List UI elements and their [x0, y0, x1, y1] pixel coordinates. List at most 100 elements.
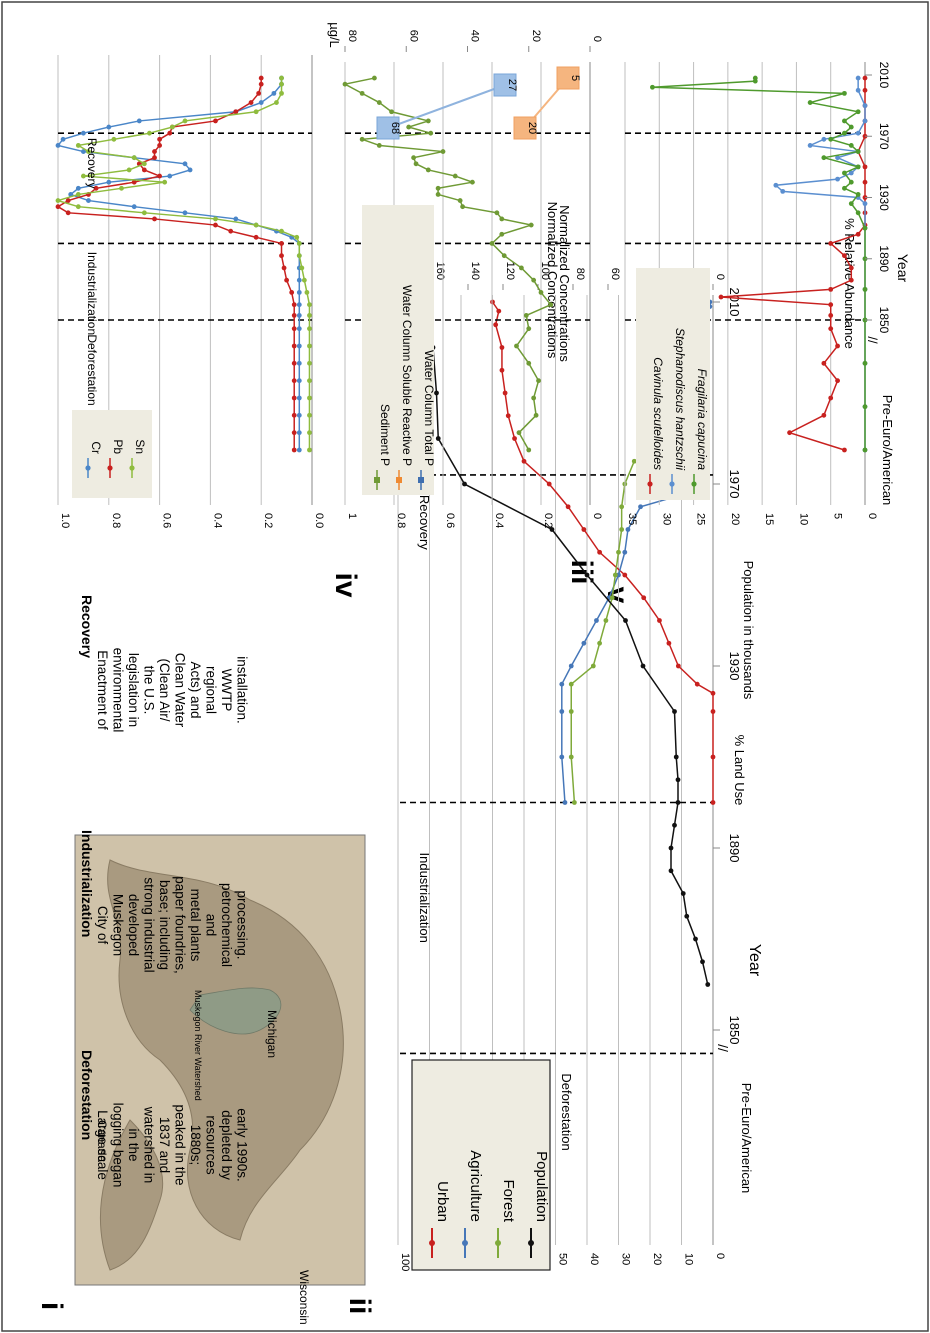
data-point [862, 103, 868, 109]
data-point [296, 395, 302, 401]
data-point [568, 663, 574, 669]
data-point [780, 188, 786, 194]
event-desc-line: Enactment of [95, 650, 110, 730]
annotation-box [513, 116, 537, 140]
event-desc-line: base; including [157, 880, 172, 970]
event-desc-line: Muskegon [111, 894, 126, 956]
data-point [568, 754, 574, 760]
data-point [307, 430, 312, 436]
data-point [291, 395, 297, 401]
data-point [65, 198, 71, 203]
legend-marker [129, 465, 135, 471]
data-point [81, 149, 86, 154]
data-point [182, 161, 188, 167]
legend-label: Agriculture [467, 1150, 484, 1222]
legend-marker [374, 477, 380, 483]
event-title: Recovery [79, 595, 95, 658]
y2-tick-label: 160 [434, 262, 446, 280]
data-point [152, 149, 157, 154]
data-point [657, 618, 662, 623]
data-point [548, 302, 554, 308]
legend-panel-iv: Sediment P Water Column Soluble Reactive … [362, 205, 436, 495]
data-point [372, 75, 377, 81]
data-point [672, 822, 677, 828]
data-point [622, 572, 628, 578]
data-point [307, 378, 312, 384]
data-point [291, 447, 297, 453]
data-point [672, 709, 677, 714]
map-label-michigan: Michigan [265, 1010, 279, 1058]
legend-label: Pb [111, 439, 125, 454]
data-point [457, 198, 463, 203]
x-tick-label: 1890 [877, 245, 891, 272]
data-point [296, 412, 302, 418]
annotation-label: 20 [526, 122, 538, 134]
event-desc-line: environmental [111, 648, 126, 733]
x-tick-label: 1890 [727, 834, 742, 863]
y2-tick-label: 120 [504, 262, 516, 280]
data-point [296, 378, 302, 384]
data-point [462, 481, 467, 487]
legend-marker [495, 1240, 501, 1246]
data-point [169, 124, 175, 130]
data-point [862, 404, 868, 410]
data-point [136, 118, 142, 124]
data-point [428, 130, 434, 136]
data-point [680, 891, 686, 896]
data-point [279, 81, 284, 87]
data-point [835, 378, 840, 384]
y-axis-label: Normalized Concentrations [557, 205, 572, 362]
data-point [440, 149, 446, 154]
data-point [752, 75, 758, 81]
series-line-population [414, 301, 709, 985]
data-point [271, 90, 277, 96]
data-point [307, 412, 312, 418]
data-point [516, 430, 522, 436]
event-desc-line: 1837 and [157, 1117, 172, 1173]
data-point [693, 936, 698, 942]
data-point [828, 136, 834, 142]
y2-tick-label: 40 [469, 30, 481, 42]
data-point [549, 527, 555, 532]
charts-group: 0102030405060708090100% Land Use02040608… [55, 22, 911, 1271]
annotation-box [493, 73, 517, 97]
data-point [162, 179, 168, 185]
data-point [93, 185, 99, 191]
event-desc-line: paper foundries, [173, 876, 188, 974]
x-tick-label: 2010 [877, 62, 891, 89]
y-tick-label: 30 [620, 1253, 632, 1265]
data-point [256, 90, 262, 96]
data-point [307, 343, 312, 349]
data-point [807, 143, 813, 148]
data-point [694, 681, 700, 687]
data-point [213, 222, 218, 228]
data-point [666, 640, 672, 646]
legend-label: Sn [133, 439, 147, 454]
data-point [296, 447, 302, 453]
data-point [638, 504, 643, 510]
y2-tick-label: 20 [530, 30, 542, 42]
data-point [710, 709, 716, 714]
event-label: Industrialization [417, 853, 432, 943]
legend-label: Urban [434, 1181, 451, 1222]
data-point [505, 413, 511, 419]
panel-label-i: i [35, 1302, 68, 1310]
data-point [65, 210, 71, 216]
y-tick-label: 40 [588, 1253, 600, 1265]
legend-marker [107, 465, 113, 471]
chart-panel-iv: 0 0.2 0.4 0.6 0.8 1 Normalized Concentrations 0… [327, 22, 603, 528]
event-label: Deforestation [85, 334, 99, 405]
data-point [307, 313, 312, 318]
data-point [304, 290, 310, 295]
y-tick-label: 0.2 [542, 513, 554, 528]
data-point [842, 118, 847, 124]
data-point [855, 130, 861, 136]
data-point [842, 447, 847, 453]
y-tick-label: 0 [866, 513, 878, 519]
data-point [258, 75, 264, 81]
series-line-sn [55, 78, 311, 450]
data-point [862, 201, 868, 207]
panel-label-v: v [601, 587, 634, 604]
